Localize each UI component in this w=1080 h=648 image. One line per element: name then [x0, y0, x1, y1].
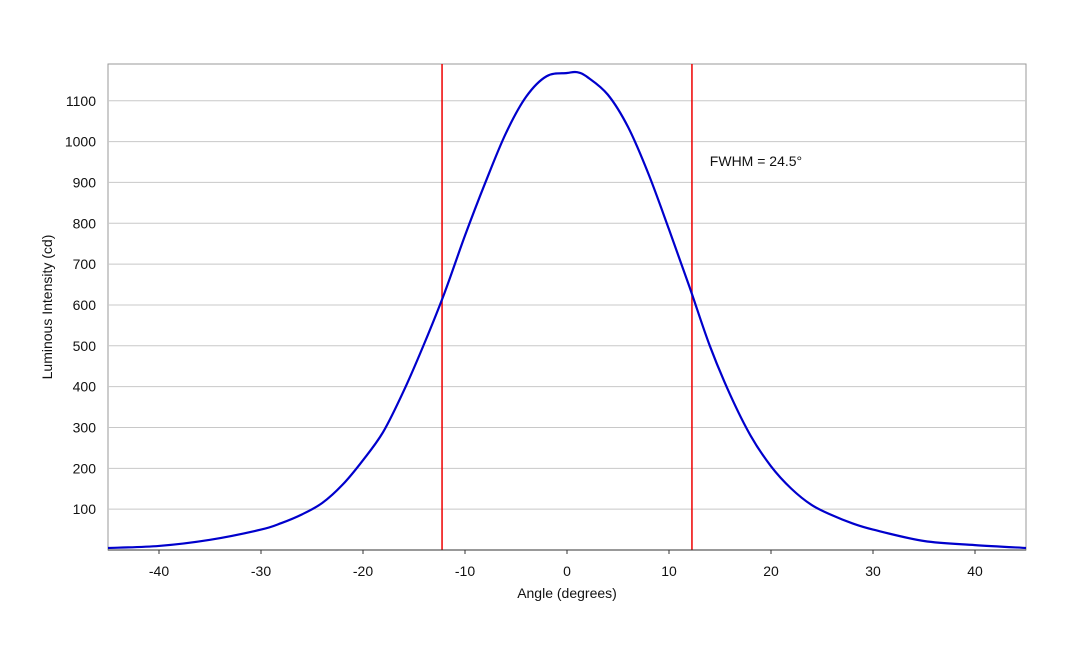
y-tick-label: 1100 — [66, 93, 96, 109]
x-tick-label: 40 — [967, 563, 983, 579]
y-tick-label: 600 — [73, 297, 97, 313]
series-group — [107, 70, 1027, 550]
x-tick-label: -10 — [455, 563, 475, 579]
x-axis-title: Angle (degrees) — [517, 585, 617, 601]
gridlines — [108, 100, 1026, 510]
intensity-curve — [107, 70, 1027, 550]
x-tick-label: 20 — [763, 563, 779, 579]
x-tick-label: 0 — [563, 563, 571, 579]
x-tick-label: -20 — [353, 563, 373, 579]
y-tick-label: 200 — [73, 460, 97, 476]
x-tick-labels: -40 -30 -20 -10 0 10 20 30 40 — [149, 550, 983, 579]
y-tick-label: 800 — [73, 215, 97, 231]
plot-area-frame — [107, 63, 1027, 551]
y-tick-label: 400 — [73, 379, 97, 395]
x-tick-label: -40 — [149, 563, 169, 579]
x-tick-label: 10 — [661, 563, 677, 579]
fwhm-markers — [441, 64, 693, 550]
y-tick-labels: 100 200 300 400 500 600 700 800 900 1000 1100 — [65, 93, 96, 517]
y-tick-label: 500 — [73, 338, 97, 354]
x-tick-label: 30 — [865, 563, 881, 579]
y-axis-title: Luminous Intensity (cd) — [39, 235, 55, 380]
fwhm-annotation: FWHM = 24.5° — [710, 153, 802, 169]
y-tick-label: 100 — [73, 501, 97, 517]
y-tick-label: 900 — [73, 174, 97, 190]
y-tick-label: 700 — [73, 256, 97, 272]
x-tick-label: -30 — [251, 563, 271, 579]
y-tick-label: 1000 — [65, 134, 96, 150]
y-tick-label: 300 — [73, 419, 97, 435]
